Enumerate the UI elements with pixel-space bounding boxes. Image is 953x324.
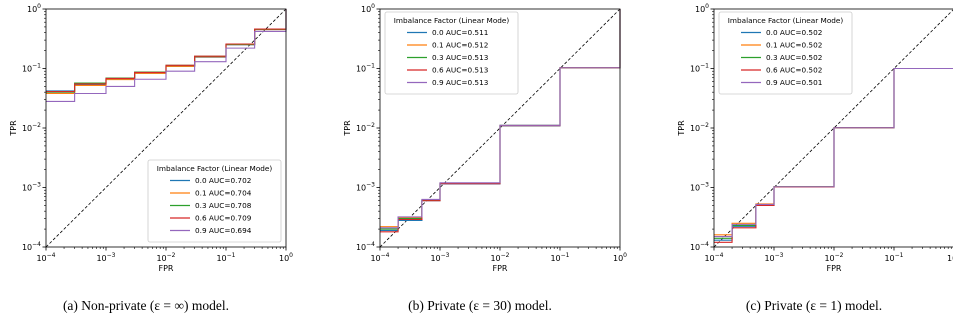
x-tick-label: 10−2 <box>490 252 509 263</box>
legend-entry: 0.1 AUC=0.704 <box>195 189 252 198</box>
x-tick-label: 10−3 <box>96 252 115 263</box>
x-tick-label: 10−1 <box>550 252 569 263</box>
y-axis-label: TPR <box>677 120 686 137</box>
x-tick-label: 100 <box>279 252 293 263</box>
series-line-0.9 <box>46 9 287 102</box>
y-tick-label: 10−4 <box>356 241 375 252</box>
x-tick-label: 100 <box>613 252 627 263</box>
legend: Imbalance Factor (Linear Mode) 0.0 AUC=0.… <box>384 11 519 95</box>
legend-entry: 0.3 AUC=0.708 <box>195 201 252 210</box>
legend-title: Imbalance Factor (Linear Mode) <box>157 164 273 173</box>
x-axis-label: FPR <box>827 264 842 273</box>
x-tick-label: 10−3 <box>430 252 449 263</box>
x-tick-label: 10−1 <box>216 252 235 263</box>
y-tick-label: 10−1 <box>690 63 709 74</box>
y-tick-label: 10−1 <box>356 63 375 74</box>
reference-diagonal <box>713 9 953 248</box>
figure-caption: (a) Non-private (ε = ∞) model. <box>63 298 229 313</box>
x-tick-label: 10−3 <box>764 252 783 263</box>
figure-caption: (c) Private (ε = 1) model. <box>746 298 882 313</box>
legend-entry: 0.1 AUC=0.512 <box>432 41 488 50</box>
x-tick-label: 10−2 <box>156 252 175 263</box>
y-tick-label: 10−2 <box>356 122 375 133</box>
y-tick-label: 10−4 <box>22 241 41 252</box>
legend-entry: 0.3 AUC=0.502 <box>766 53 822 62</box>
x-axis-label: FPR <box>493 264 508 273</box>
legend-entry: 0.0 AUC=0.511 <box>432 28 488 37</box>
legend-entry: 0.6 AUC=0.513 <box>432 66 489 75</box>
x-tick-label: 10−4 <box>36 252 55 263</box>
legend: Imbalance Factor (Linear Mode) 0.0 AUC=0.… <box>718 11 853 95</box>
legend-entry: 0.6 AUC=0.709 <box>195 214 252 223</box>
series-line-0.1 <box>46 9 287 95</box>
x-tick-label: 10−4 <box>370 252 389 263</box>
legend-entry: 0.9 AUC=0.694 <box>195 226 252 235</box>
legend: Imbalance Factor (Linear Mode) 0.0 AUC=0.… <box>147 159 282 243</box>
y-tick-label: 10−4 <box>690 241 709 252</box>
y-tick-label: 100 <box>361 3 375 14</box>
legend-entry: 0.9 AUC=0.513 <box>432 78 489 87</box>
x-tick-label: 100 <box>947 252 953 263</box>
y-axis-label: TPR <box>9 120 18 137</box>
y-tick-label: 10−1 <box>22 63 41 74</box>
legend-entry: 0.1 AUC=0.502 <box>766 41 822 50</box>
y-tick-label: 10−3 <box>690 182 709 193</box>
chart-panel-1: 10−4 10−3 10−2 10−1 100 10−4 10−3 10−2 10−1 100 FP… <box>9 3 293 313</box>
x-tick-label: 10−1 <box>884 252 903 263</box>
series-line-0.9 <box>714 67 953 238</box>
y-tick-label: 10−2 <box>690 122 709 133</box>
legend-entry: 0.9 AUC=0.501 <box>766 78 822 87</box>
legend-entry: 0.0 AUC=0.702 <box>195 176 251 185</box>
legend-entry: 0.0 AUC=0.502 <box>766 28 822 37</box>
y-tick-label: 10−3 <box>356 182 375 193</box>
chart-panel-3: 10−4 10−3 10−2 10−1 100 10−4 10−3 10−2 10−1 100 FP… <box>677 3 953 313</box>
figure-caption: (b) Private (ε = 30) model. <box>408 298 552 313</box>
y-tick-label: 10−3 <box>22 182 41 193</box>
x-tick-label: 10−2 <box>824 252 843 263</box>
y-axis-label: TPR <box>343 120 352 137</box>
y-tick-label: 100 <box>695 3 709 14</box>
x-axis-label: FPR <box>159 264 174 273</box>
x-tick-label: 10−4 <box>704 252 723 263</box>
y-tick-label: 100 <box>27 3 41 14</box>
legend-entry: 0.6 AUC=0.502 <box>766 66 822 75</box>
reference-diagonal <box>379 8 621 248</box>
y-tick-label: 10−2 <box>22 122 41 133</box>
series-line-0.9 <box>380 9 621 229</box>
legend-title: Imbalance Factor (Linear Mode) <box>394 16 510 25</box>
chart-panel-2: 10−4 10−3 10−2 10−1 100 10−4 10−3 10−2 10−1 100 FP… <box>343 3 627 313</box>
legend-title: Imbalance Factor (Linear Mode) <box>728 16 844 25</box>
legend-entry: 0.3 AUC=0.513 <box>432 53 489 62</box>
